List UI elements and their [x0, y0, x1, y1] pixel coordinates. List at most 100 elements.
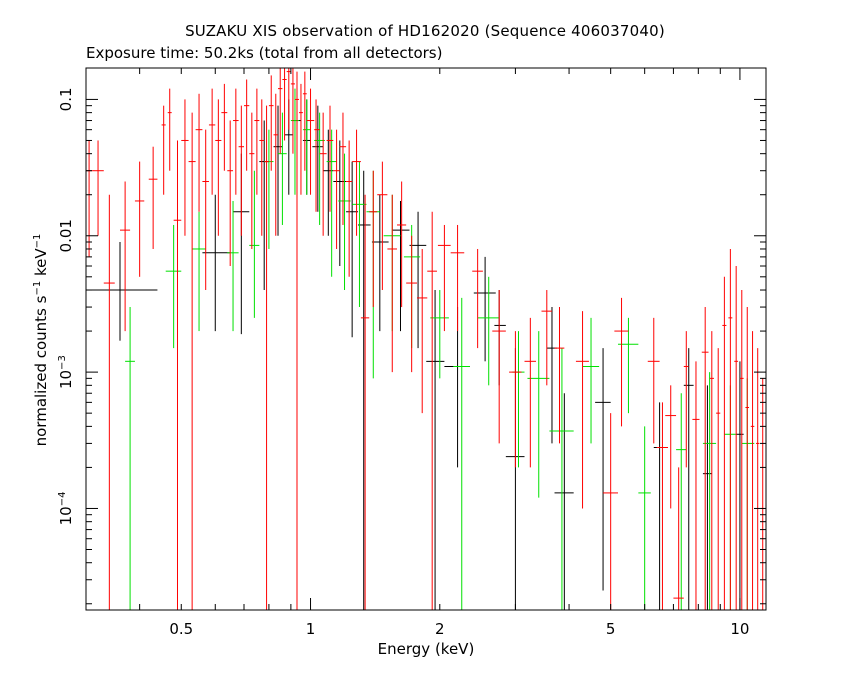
- data-point: [302, 71, 307, 171]
- data-point: [259, 120, 269, 291]
- data-point: [86, 140, 93, 257]
- data-point: [595, 348, 611, 591]
- data-point: [244, 79, 250, 171]
- data-point: [647, 317, 660, 444]
- data-point: [202, 129, 209, 291]
- data-point: [86, 242, 158, 341]
- data-point: [701, 307, 709, 610]
- data-point: [554, 307, 565, 444]
- data-point: [227, 120, 234, 267]
- data-point: [722, 276, 727, 610]
- data-point: [397, 181, 407, 308]
- data-point: [268, 75, 274, 171]
- data-point: [120, 181, 131, 332]
- data-point: [656, 402, 669, 610]
- data-point: [638, 426, 651, 610]
- data-point: [278, 68, 283, 154]
- data-point: [756, 348, 760, 610]
- data-point: [653, 402, 666, 610]
- data-point: [736, 361, 744, 610]
- data-point: [406, 235, 418, 373]
- data-point: [227, 200, 239, 332]
- data-point: [409, 211, 427, 349]
- data-point: [134, 161, 145, 277]
- data-point: [181, 99, 189, 236]
- data-point: [314, 99, 320, 212]
- x-tick-label: 2: [435, 620, 445, 638]
- x-tick-label: 1: [306, 620, 316, 638]
- data-point: [683, 348, 694, 610]
- data-point: [238, 105, 245, 236]
- data-point: [167, 88, 172, 171]
- data-point: [208, 88, 216, 195]
- data-point: [426, 290, 445, 610]
- data-point: [125, 307, 135, 610]
- data-point: [665, 385, 677, 509]
- data-point: [541, 290, 552, 386]
- data-point: [472, 248, 483, 349]
- data-point: [254, 88, 260, 195]
- data-point: [165, 224, 182, 349]
- data-point: [352, 129, 361, 236]
- data-point: [683, 331, 689, 468]
- data-point: [294, 71, 299, 610]
- data-point: [264, 129, 274, 249]
- data-point: [312, 105, 324, 212]
- data-point: [333, 140, 347, 267]
- data-point: [352, 161, 367, 308]
- x-tick-label: 0.5: [169, 620, 193, 638]
- data-point: [716, 348, 721, 610]
- data-series: [125, 88, 755, 610]
- data-point: [527, 331, 550, 498]
- data-point: [360, 194, 370, 610]
- data-point: [339, 112, 347, 225]
- y-tick-label: 10−3: [57, 355, 75, 389]
- data-point: [338, 153, 351, 291]
- data-point: [387, 194, 398, 373]
- data-point: [739, 290, 744, 610]
- data-point: [549, 348, 574, 610]
- data-point: [546, 307, 558, 444]
- data-point: [202, 194, 231, 332]
- data-point: [453, 297, 470, 610]
- y-tick-label: 0.01: [57, 219, 75, 252]
- data-series: [86, 68, 765, 610]
- data-point: [298, 83, 303, 195]
- data-point: [492, 290, 506, 444]
- data-point: [477, 276, 500, 386]
- data-point: [259, 99, 265, 236]
- y-tick-label-sup: −4: [57, 492, 68, 507]
- data-point: [358, 170, 371, 610]
- data-point: [371, 194, 389, 332]
- data-point: [692, 361, 700, 610]
- data-point: [745, 307, 750, 610]
- data-point: [249, 170, 260, 318]
- data-point: [346, 161, 359, 338]
- data-point: [494, 290, 506, 386]
- y-tick-label-sup: −3: [57, 355, 68, 370]
- data-point: [554, 393, 574, 610]
- data-point: [195, 93, 203, 212]
- data-point: [427, 211, 437, 610]
- y-tick-label: 0.1: [57, 87, 75, 111]
- data-point: [326, 129, 337, 277]
- data-point: [450, 224, 465, 332]
- data-point: [264, 105, 269, 610]
- data-point: [273, 93, 279, 236]
- y-tick-label: 10−4: [57, 492, 75, 526]
- data-point: [290, 88, 299, 195]
- data-point: [173, 140, 182, 610]
- data-point: [192, 211, 206, 332]
- data-point: [575, 311, 589, 509]
- data-point: [306, 88, 315, 195]
- chart-subtitle: Exposure time: 50.2ks (total from all de…: [86, 44, 443, 62]
- chart-title: SUZAKU XIS observation of HD162020 (Sequ…: [185, 22, 665, 40]
- data-point: [377, 161, 388, 291]
- data-point: [282, 68, 287, 141]
- data-point: [278, 112, 287, 225]
- data-point: [603, 413, 618, 610]
- y-tick-label-text: 0.1: [57, 87, 75, 111]
- data-point: [221, 83, 228, 171]
- data-point: [233, 88, 239, 195]
